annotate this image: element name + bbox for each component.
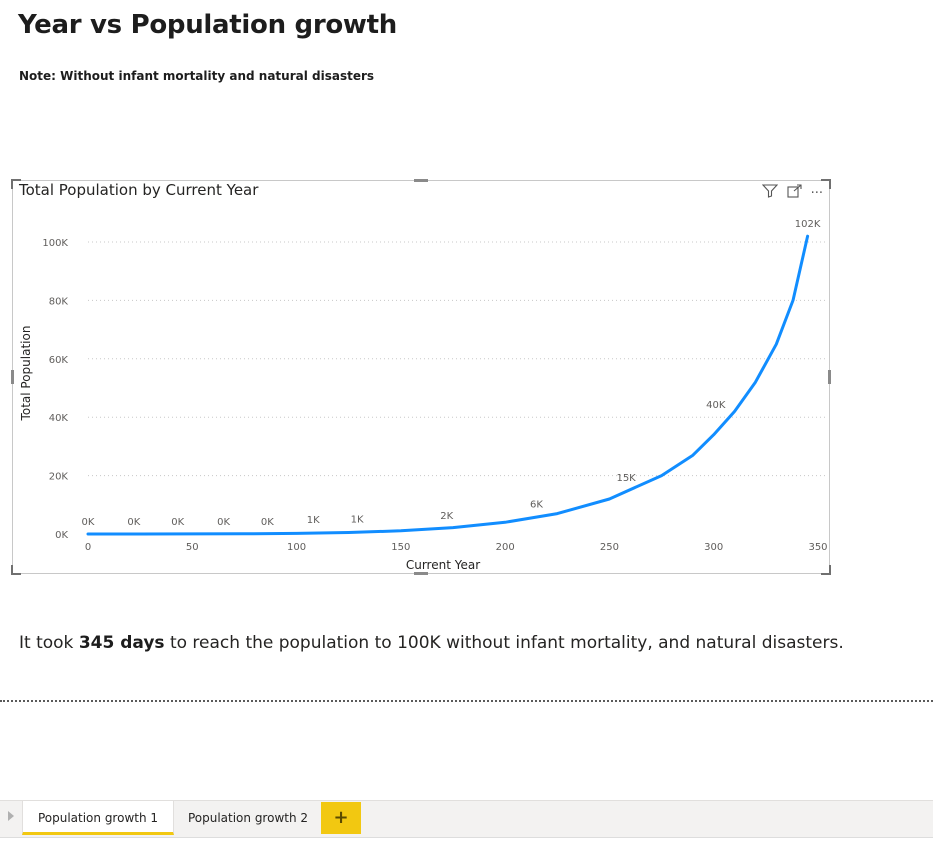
x-tick-label: 350: [808, 542, 827, 553]
status-bar: [0, 837, 933, 849]
resize-handle-bottom-left[interactable]: [11, 565, 21, 575]
x-axis-title: Current Year: [406, 558, 480, 572]
resize-handle-left[interactable]: [11, 370, 14, 384]
summary-text: It took 345 days to reach the population…: [19, 633, 844, 653]
y-tick-label: 0K: [55, 530, 68, 541]
data-label: 0K: [82, 517, 95, 528]
resize-handle-top-right[interactable]: [821, 179, 831, 189]
x-tick-label: 100: [287, 542, 306, 553]
add-page-button[interactable]: +: [321, 802, 361, 834]
x-tick-label: 0: [85, 542, 91, 553]
data-label: 0K: [127, 517, 140, 528]
y-axis-title: Total Population: [19, 326, 33, 422]
tab-scroll-left-icon[interactable]: [8, 811, 14, 821]
y-tick-label: 60K: [49, 355, 69, 366]
y-tick-label: 80K: [49, 296, 69, 307]
visual-title: Total Population by Current Year: [19, 181, 259, 199]
data-label: 0K: [217, 517, 230, 528]
page-title: Year vs Population growth: [18, 10, 397, 40]
x-tick-label: 200: [496, 542, 515, 553]
filter-icon[interactable]: [761, 184, 778, 202]
data-label: 102K: [795, 219, 821, 230]
summary-prefix: It took: [19, 633, 79, 653]
resize-handle-right[interactable]: [828, 370, 831, 384]
data-label: 0K: [261, 517, 274, 528]
x-tick-label: 50: [186, 542, 199, 553]
y-tick-label: 100K: [42, 238, 68, 249]
focus-mode-icon[interactable]: [787, 184, 802, 202]
resize-handle-top-left[interactable]: [11, 179, 21, 189]
section-divider: [0, 700, 933, 702]
tab-population-growth-1[interactable]: Population growth 1: [22, 801, 174, 835]
more-options-icon[interactable]: ···: [810, 185, 823, 201]
y-tick-label: 20K: [49, 472, 69, 483]
data-label: 1K: [351, 514, 364, 525]
chart-plot: 0K 20K 40K 60K 80K 100K 0 50 100 150 200 250 300 350 C…: [19, 219, 828, 572]
page-tab-bar: Population growth 1 Population growth 2 …: [0, 800, 933, 837]
line-chart-visual[interactable]: Total Population by Current Year ··· 0K 2…: [11, 179, 831, 575]
population-line: [86, 234, 810, 536]
summary-suffix: to reach the population to 100K without …: [164, 633, 844, 653]
visual-header-icons: ···: [761, 184, 823, 202]
tab-population-growth-2[interactable]: Population growth 2: [187, 811, 309, 825]
data-label: 40K: [706, 400, 726, 411]
data-label: 2K: [440, 511, 453, 522]
resize-handle-top[interactable]: [414, 179, 428, 182]
resize-handle-bottom[interactable]: [414, 572, 428, 575]
resize-handle-bottom-right[interactable]: [821, 565, 831, 575]
x-tick-label: 150: [391, 542, 410, 553]
summary-highlight: 345 days: [78, 633, 165, 653]
data-label: 15K: [616, 473, 636, 484]
data-label: 6K: [530, 499, 543, 510]
x-tick-label: 300: [704, 542, 723, 553]
page-note: Note: Without infant mortality and natur…: [19, 69, 375, 83]
data-label: 0K: [171, 517, 184, 528]
x-tick-label: 250: [600, 542, 619, 553]
data-label: 1K: [307, 515, 320, 526]
y-tick-label: 40K: [49, 413, 69, 424]
